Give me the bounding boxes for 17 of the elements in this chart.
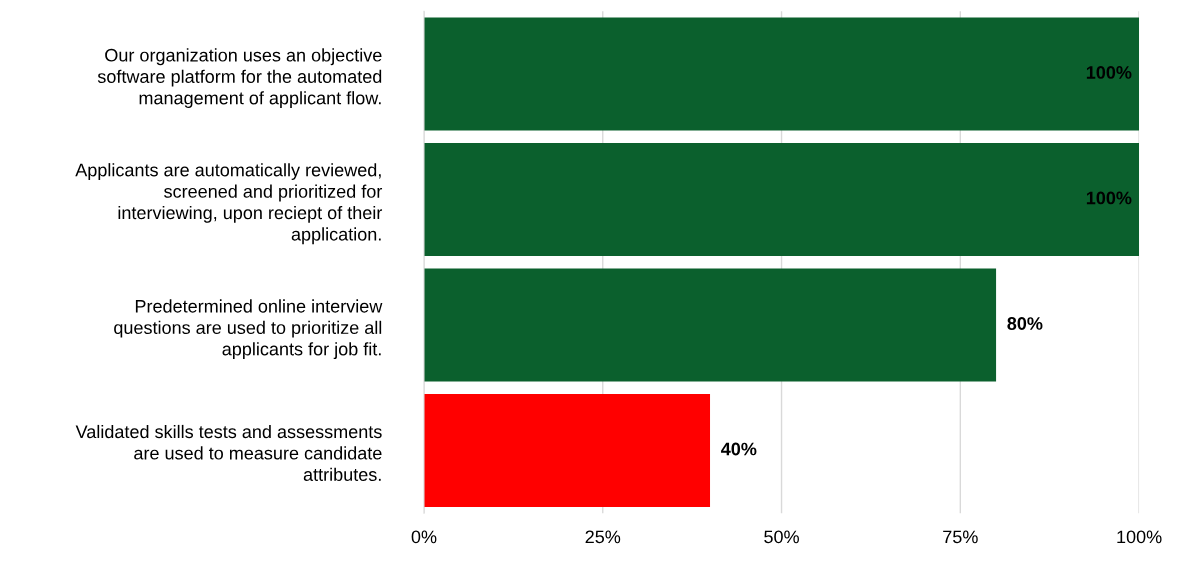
x-tick-label: 0% <box>411 530 437 544</box>
x-tick-label: 75% <box>943 530 978 544</box>
bar <box>423 268 997 382</box>
x-tick-label: 50% <box>764 530 799 544</box>
bar <box>423 17 1140 131</box>
data-label: 100% <box>1086 191 1132 205</box>
x-tick-label: 100% <box>1117 530 1162 544</box>
data-label: 100% <box>1086 66 1132 79</box>
y-tick-label: Validated skills tests and assessments are used to measure candidate attributes. <box>75 424 382 481</box>
x-tick-label: 25% <box>585 530 621 544</box>
y-tick-label: Applicants are automatically reviewed, screened and prioritized for interviewing, upon reciept of their application. <box>75 163 383 245</box>
y-tick-label: Our organization uses an objective software platform for the automated management of applicant flow. <box>97 48 382 108</box>
data-label: 80% <box>1007 317 1043 330</box>
bar <box>423 394 711 508</box>
y-tick-label: Predetermined online interview questions are used to prioritize all applicants for job fit. <box>114 299 383 360</box>
data-label: 40% <box>721 442 757 456</box>
bar <box>423 143 1140 256</box>
